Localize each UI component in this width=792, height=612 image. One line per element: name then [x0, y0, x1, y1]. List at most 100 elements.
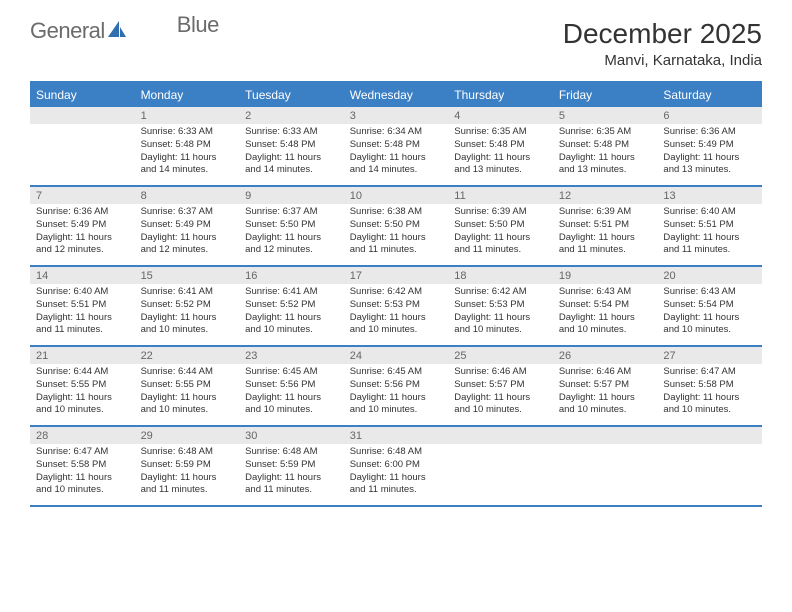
day-cell: 27Sunrise: 6:47 AMSunset: 5:58 PMDayligh…: [657, 347, 762, 425]
day-detail: Sunrise: 6:34 AMSunset: 5:48 PMDaylight:…: [344, 124, 449, 181]
day-detail: Sunrise: 6:36 AMSunset: 5:49 PMDaylight:…: [30, 204, 135, 261]
week-row: 14Sunrise: 6:40 AMSunset: 5:51 PMDayligh…: [30, 267, 762, 347]
day-cell: 8Sunrise: 6:37 AMSunset: 5:49 PMDaylight…: [135, 187, 240, 265]
day-cell: 16Sunrise: 6:41 AMSunset: 5:52 PMDayligh…: [239, 267, 344, 345]
day-number: 28: [30, 427, 135, 444]
sunset-text: Sunset: 5:50 PM: [454, 219, 547, 232]
day-number: 3: [344, 107, 449, 124]
day-cell: 9Sunrise: 6:37 AMSunset: 5:50 PMDaylight…: [239, 187, 344, 265]
week-row: 21Sunrise: 6:44 AMSunset: 5:55 PMDayligh…: [30, 347, 762, 427]
day-detail: Sunrise: 6:47 AMSunset: 5:58 PMDaylight:…: [657, 364, 762, 421]
day-header-row: Sunday Monday Tuesday Wednesday Thursday…: [30, 83, 762, 107]
sunset-text: Sunset: 5:53 PM: [454, 299, 547, 312]
day-cell: 11Sunrise: 6:39 AMSunset: 5:50 PMDayligh…: [448, 187, 553, 265]
day-detail: [553, 444, 658, 502]
daylight-text: Daylight: 11 hours and 10 minutes.: [36, 472, 129, 498]
daylight-text: Daylight: 11 hours and 14 minutes.: [350, 152, 443, 178]
day-cell: [30, 107, 135, 185]
day-detail: Sunrise: 6:42 AMSunset: 5:53 PMDaylight:…: [344, 284, 449, 341]
daylight-text: Daylight: 11 hours and 10 minutes.: [245, 392, 338, 418]
day-number: 4: [448, 107, 553, 124]
sunrise-text: Sunrise: 6:33 AM: [245, 126, 338, 139]
daylight-text: Daylight: 11 hours and 12 minutes.: [141, 232, 234, 258]
sunset-text: Sunset: 5:49 PM: [663, 139, 756, 152]
daylight-text: Daylight: 11 hours and 11 minutes.: [350, 232, 443, 258]
sunset-text: Sunset: 5:50 PM: [245, 219, 338, 232]
sunrise-text: Sunrise: 6:42 AM: [454, 286, 547, 299]
daylight-text: Daylight: 11 hours and 10 minutes.: [350, 312, 443, 338]
day-number: [448, 427, 553, 444]
day-number: 10: [344, 187, 449, 204]
week-row: 1Sunrise: 6:33 AMSunset: 5:48 PMDaylight…: [30, 107, 762, 187]
daylight-text: Daylight: 11 hours and 11 minutes.: [663, 232, 756, 258]
sunrise-text: Sunrise: 6:35 AM: [559, 126, 652, 139]
day-number: 20: [657, 267, 762, 284]
dayname-fri: Friday: [553, 83, 658, 107]
sunset-text: Sunset: 5:55 PM: [36, 379, 129, 392]
sunrise-text: Sunrise: 6:36 AM: [36, 206, 129, 219]
day-number: 22: [135, 347, 240, 364]
daylight-text: Daylight: 11 hours and 11 minutes.: [245, 472, 338, 498]
sunrise-text: Sunrise: 6:41 AM: [141, 286, 234, 299]
daylight-text: Daylight: 11 hours and 10 minutes.: [663, 312, 756, 338]
sunset-text: Sunset: 5:53 PM: [350, 299, 443, 312]
daylight-text: Daylight: 11 hours and 10 minutes.: [141, 392, 234, 418]
day-number: 24: [344, 347, 449, 364]
sunset-text: Sunset: 5:48 PM: [454, 139, 547, 152]
sunset-text: Sunset: 5:51 PM: [663, 219, 756, 232]
title-block: December 2025 Manvi, Karnataka, India: [563, 18, 762, 69]
sunset-text: Sunset: 5:48 PM: [559, 139, 652, 152]
daylight-text: Daylight: 11 hours and 11 minutes.: [454, 232, 547, 258]
day-number: 16: [239, 267, 344, 284]
daylight-text: Daylight: 11 hours and 11 minutes.: [350, 472, 443, 498]
day-cell: [448, 427, 553, 505]
logo-text-2: Blue: [177, 12, 219, 38]
day-cell: 28Sunrise: 6:47 AMSunset: 5:58 PMDayligh…: [30, 427, 135, 505]
day-detail: Sunrise: 6:41 AMSunset: 5:52 PMDaylight:…: [239, 284, 344, 341]
sunrise-text: Sunrise: 6:33 AM: [141, 126, 234, 139]
sunrise-text: Sunrise: 6:37 AM: [245, 206, 338, 219]
day-cell: 17Sunrise: 6:42 AMSunset: 5:53 PMDayligh…: [344, 267, 449, 345]
day-number: 25: [448, 347, 553, 364]
day-detail: Sunrise: 6:38 AMSunset: 5:50 PMDaylight:…: [344, 204, 449, 261]
day-number: [553, 427, 658, 444]
daylight-text: Daylight: 11 hours and 11 minutes.: [141, 472, 234, 498]
day-number: 19: [553, 267, 658, 284]
daylight-text: Daylight: 11 hours and 10 minutes.: [663, 392, 756, 418]
day-detail: Sunrise: 6:36 AMSunset: 5:49 PMDaylight:…: [657, 124, 762, 181]
day-detail: Sunrise: 6:33 AMSunset: 5:48 PMDaylight:…: [239, 124, 344, 181]
dayname-tue: Tuesday: [239, 83, 344, 107]
sunset-text: Sunset: 5:51 PM: [559, 219, 652, 232]
week-row: 28Sunrise: 6:47 AMSunset: 5:58 PMDayligh…: [30, 427, 762, 507]
day-detail: Sunrise: 6:48 AMSunset: 5:59 PMDaylight:…: [135, 444, 240, 501]
sunset-text: Sunset: 5:49 PM: [36, 219, 129, 232]
sunrise-text: Sunrise: 6:43 AM: [559, 286, 652, 299]
logo: General Blue: [30, 18, 219, 44]
dayname-wed: Wednesday: [344, 83, 449, 107]
sunrise-text: Sunrise: 6:47 AM: [663, 366, 756, 379]
day-detail: Sunrise: 6:48 AMSunset: 6:00 PMDaylight:…: [344, 444, 449, 501]
daylight-text: Daylight: 11 hours and 10 minutes.: [454, 392, 547, 418]
dayname-sat: Saturday: [657, 83, 762, 107]
day-cell: 26Sunrise: 6:46 AMSunset: 5:57 PMDayligh…: [553, 347, 658, 425]
sunrise-text: Sunrise: 6:48 AM: [141, 446, 234, 459]
day-cell: 13Sunrise: 6:40 AMSunset: 5:51 PMDayligh…: [657, 187, 762, 265]
sunset-text: Sunset: 5:57 PM: [559, 379, 652, 392]
daylight-text: Daylight: 11 hours and 10 minutes.: [559, 392, 652, 418]
day-number: 21: [30, 347, 135, 364]
sunrise-text: Sunrise: 6:43 AM: [663, 286, 756, 299]
sunrise-text: Sunrise: 6:37 AM: [141, 206, 234, 219]
day-number: 27: [657, 347, 762, 364]
sunrise-text: Sunrise: 6:38 AM: [350, 206, 443, 219]
day-cell: 10Sunrise: 6:38 AMSunset: 5:50 PMDayligh…: [344, 187, 449, 265]
day-number: 6: [657, 107, 762, 124]
day-detail: Sunrise: 6:41 AMSunset: 5:52 PMDaylight:…: [135, 284, 240, 341]
sunrise-text: Sunrise: 6:44 AM: [36, 366, 129, 379]
sunset-text: Sunset: 5:54 PM: [559, 299, 652, 312]
day-detail: Sunrise: 6:44 AMSunset: 5:55 PMDaylight:…: [135, 364, 240, 421]
day-cell: 6Sunrise: 6:36 AMSunset: 5:49 PMDaylight…: [657, 107, 762, 185]
day-number: 5: [553, 107, 658, 124]
day-number: 9: [239, 187, 344, 204]
sunset-text: Sunset: 5:48 PM: [245, 139, 338, 152]
day-number: 1: [135, 107, 240, 124]
